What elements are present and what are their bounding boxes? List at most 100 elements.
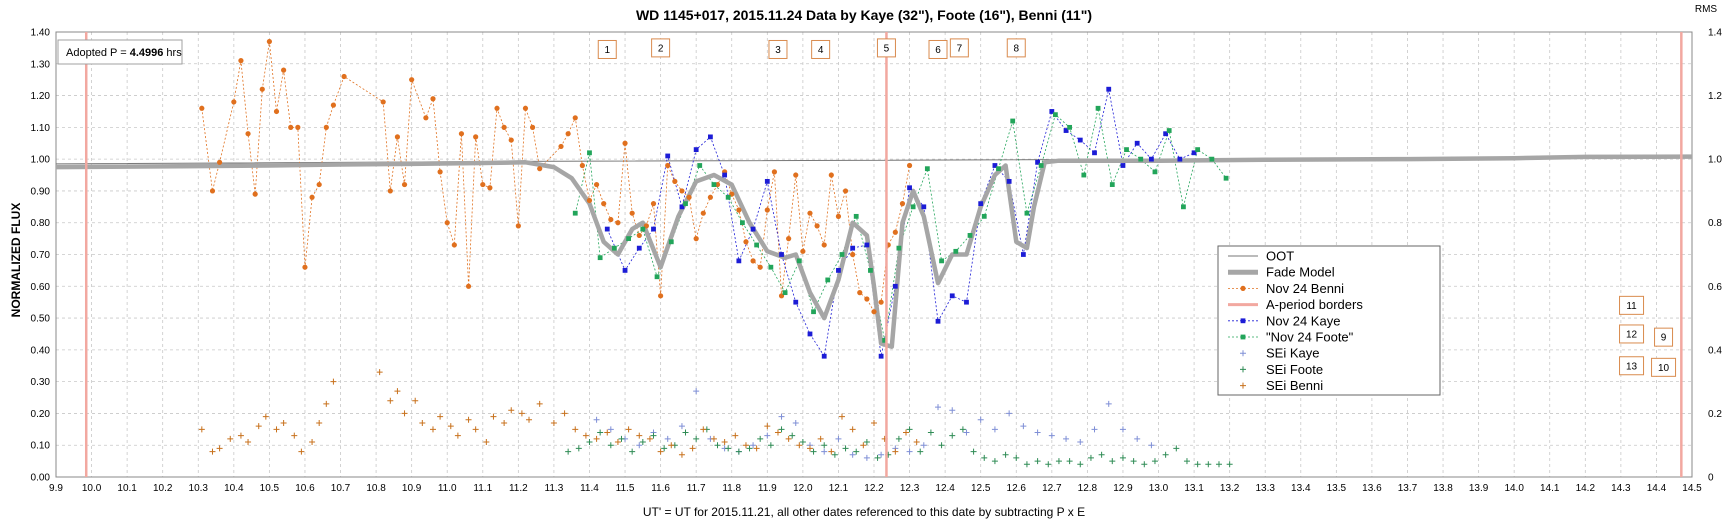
benni-point	[707, 194, 714, 200]
sei-benni-point	[376, 369, 383, 376]
sei-benni-point	[710, 435, 717, 442]
sei-benni-point	[216, 445, 223, 452]
benni-point	[878, 299, 884, 305]
sei-benni-point	[412, 397, 419, 404]
kaye-point	[1035, 159, 1040, 165]
sei-kaye-point	[693, 388, 700, 395]
event-box	[876, 38, 896, 58]
foote-point	[853, 213, 859, 219]
y-tick-label: 0.20	[31, 409, 51, 420]
x-tick-label: 13.9	[1469, 483, 1489, 494]
y-tick-label: 0.50	[31, 314, 51, 325]
sei-kaye-point	[920, 442, 927, 449]
foote-point	[967, 233, 973, 238]
right-axis-tick-label: 0.2	[1708, 409, 1722, 420]
sei-foote-point	[853, 448, 860, 455]
x-tick-label: 14.4	[1647, 483, 1667, 494]
sei-benni-point	[437, 413, 444, 420]
benni-point	[281, 67, 287, 73]
y-tick-label: 0.60	[31, 282, 51, 293]
sei-kaye-point	[664, 435, 671, 442]
foote-point	[1052, 112, 1058, 118]
kaye-point	[1092, 150, 1097, 156]
benni-point	[266, 38, 272, 45]
benni-point	[501, 124, 507, 130]
benni-point	[437, 169, 443, 175]
sei-foote-point	[618, 435, 625, 442]
sei-foote-point	[778, 426, 785, 433]
kaye-point	[1191, 150, 1197, 156]
benni-point	[423, 115, 429, 121]
sei-benni-point	[429, 426, 436, 433]
sei-benni-point	[227, 435, 234, 442]
event-box	[1654, 327, 1674, 347]
event-box-label: 4	[818, 45, 824, 56]
sei-kaye-point	[835, 435, 842, 442]
kaye-point	[978, 201, 984, 207]
benni-point	[899, 201, 906, 207]
benni-point	[238, 58, 244, 64]
sei-benni-point	[806, 445, 813, 452]
benni-point	[892, 229, 898, 235]
annotation-value: 4.4996	[130, 47, 164, 59]
event-box	[811, 39, 831, 59]
benni-point	[615, 220, 621, 226]
benni-point	[316, 181, 322, 188]
kaye-point	[1077, 137, 1083, 143]
benni-point	[636, 232, 642, 239]
benni-point	[341, 73, 347, 80]
right-axis-tick-label: 0	[1708, 473, 1714, 484]
sei-kaye-point	[1105, 400, 1112, 407]
benni-point	[700, 210, 706, 216]
y-tick-label: 0.10	[31, 441, 51, 452]
foote-point	[996, 166, 1001, 172]
kaye-point	[1006, 178, 1012, 184]
benni-point	[679, 188, 685, 194]
benni-point	[864, 296, 870, 302]
benni-point	[231, 99, 237, 105]
x-tick-label: 11.8	[722, 483, 741, 494]
benni-point	[451, 242, 457, 248]
sei-benni-point	[501, 419, 508, 426]
x-tick-label: 11.5	[616, 483, 635, 494]
sei-benni-point	[465, 416, 472, 423]
event-box-label: 10	[1658, 363, 1670, 374]
foote-point	[868, 267, 873, 273]
sei-foote-point	[682, 429, 689, 436]
sei-foote-point	[1055, 458, 1062, 465]
foote-point	[683, 201, 688, 207]
foote-point	[825, 277, 831, 283]
sei-benni-point	[614, 439, 621, 446]
kaye-point	[679, 204, 685, 210]
y-tick-label: 1.20	[31, 91, 51, 102]
kaye-point	[1149, 156, 1154, 162]
x-tick-label: 9.9	[49, 483, 63, 494]
sei-kaye-point	[878, 451, 885, 458]
sei-foote-point	[767, 442, 774, 449]
sei-kaye-point	[821, 448, 828, 455]
sei-benni-point	[536, 400, 543, 407]
sei-foote-point	[1098, 451, 1105, 458]
foote-point	[754, 242, 760, 248]
benni-point	[288, 124, 294, 130]
sei-foote-point	[1205, 461, 1212, 468]
x-tick-label: 14.5	[1682, 483, 1702, 494]
sei-benni-point	[817, 435, 824, 442]
sei-benni-point	[604, 429, 611, 436]
benni-point	[750, 258, 756, 264]
event-box-label: 9	[1661, 333, 1667, 344]
kaye-point	[807, 331, 813, 337]
sei-foote-point	[1194, 461, 1201, 468]
benni-point	[473, 134, 479, 140]
sei-foote-point	[1034, 458, 1041, 465]
benni-point	[245, 131, 251, 137]
y-tick-label: 1.40	[31, 28, 51, 39]
x-tick-label: 11.0	[438, 483, 457, 494]
sei-benni-point	[678, 451, 685, 458]
kaye-point	[708, 134, 713, 140]
foote-point	[1209, 156, 1215, 162]
event-box-label: 11	[1626, 301, 1637, 312]
foote-point	[1081, 172, 1087, 178]
